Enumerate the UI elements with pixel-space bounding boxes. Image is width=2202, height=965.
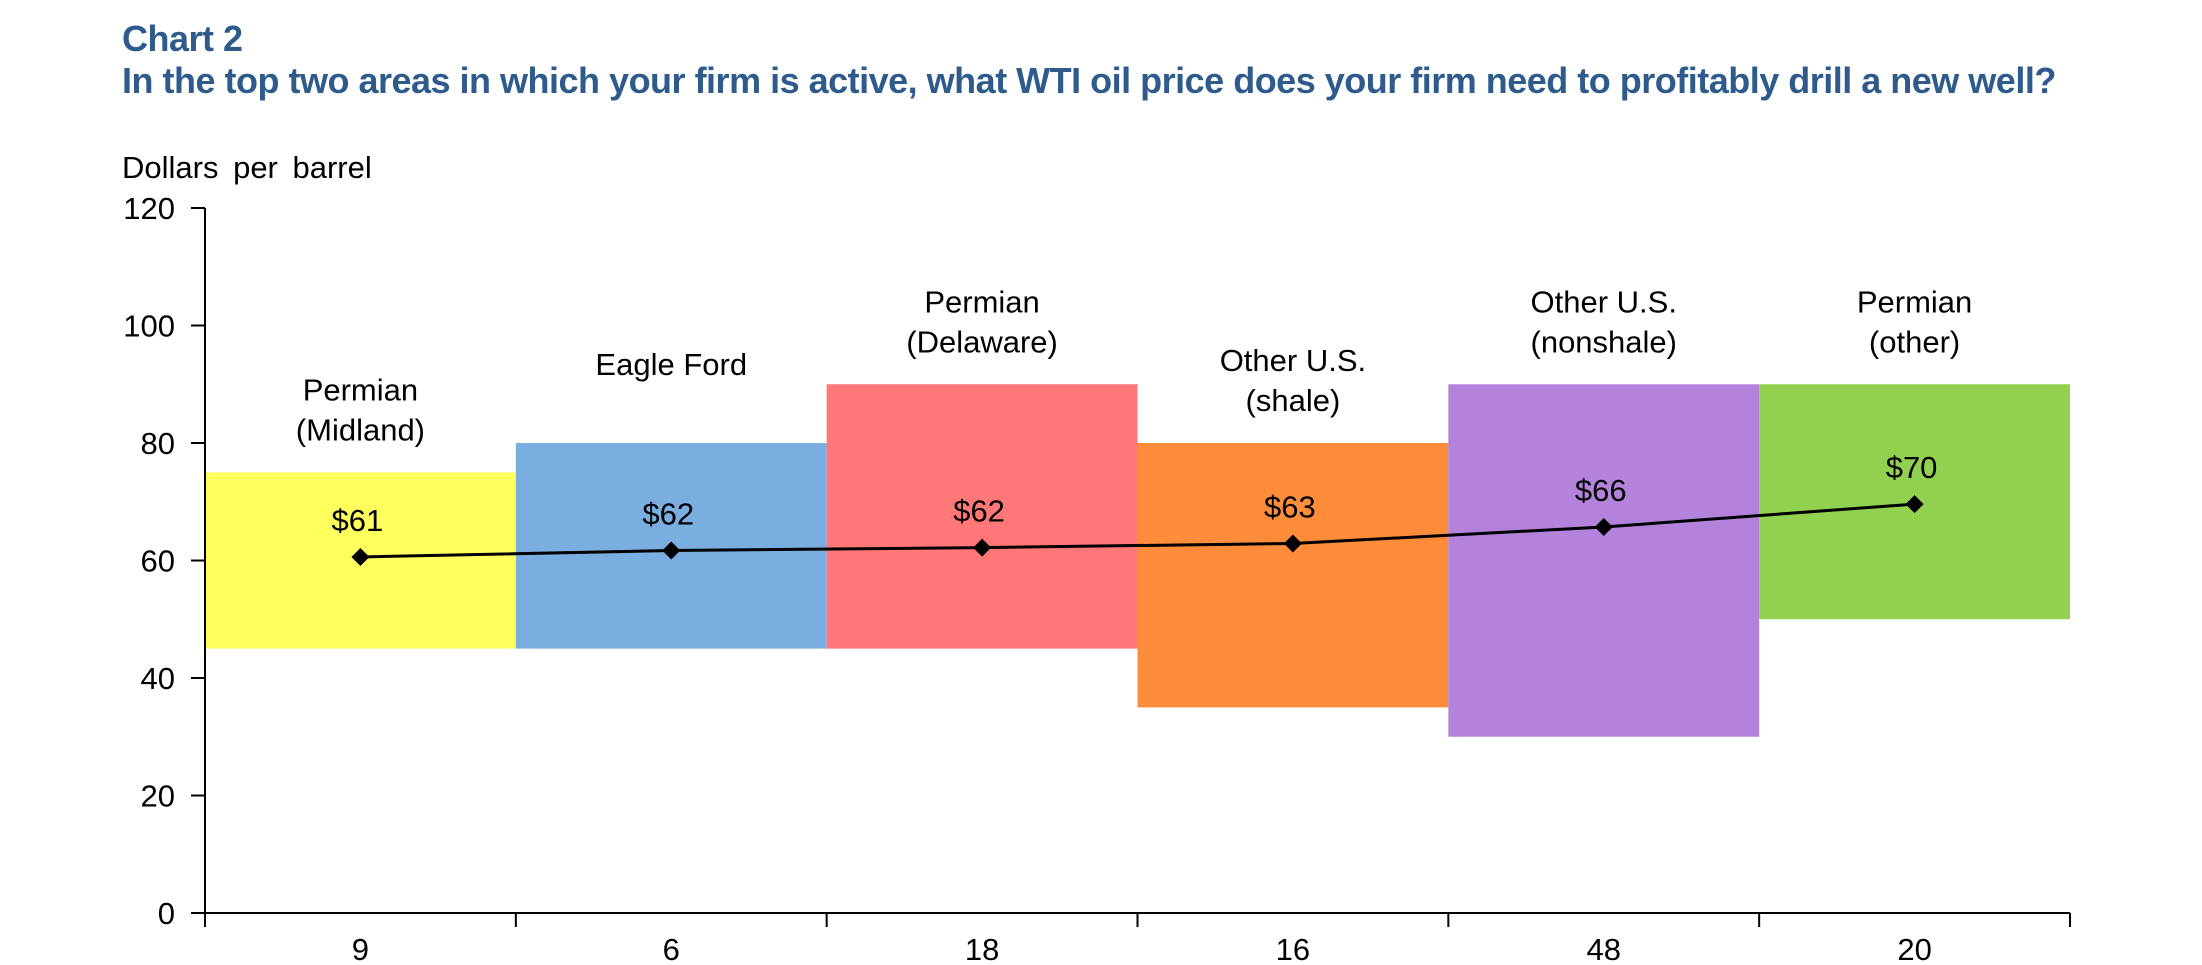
data-label: $62 [642, 497, 694, 532]
category-label: (Delaware) [906, 324, 1058, 359]
range-bar [826, 384, 1138, 649]
x-tick-label: 9 [352, 932, 369, 965]
x-tick-label: 48 [1587, 932, 1621, 965]
title-block: Chart 2 In the top two areas in which yo… [122, 18, 2122, 102]
data-label: $63 [1264, 489, 1316, 524]
category-label: Permian [1857, 284, 1972, 319]
data-label: $70 [1886, 450, 1938, 485]
category-label: (nonshale) [1531, 324, 1677, 359]
category-label: (other) [1869, 324, 1960, 359]
average-point [351, 547, 370, 566]
x-tick-label: 16 [1276, 932, 1310, 965]
category-label: Permian [303, 372, 418, 407]
category-label: Eagle Ford [595, 347, 747, 382]
range-bar [1448, 384, 1760, 737]
x-tick-label: 6 [663, 932, 680, 965]
category-label: (Midland) [296, 412, 425, 447]
y-tick-label: 0 [158, 896, 175, 931]
y-tick-label: 80 [141, 426, 175, 461]
y-tick-label: 40 [141, 661, 175, 696]
chart-title: In the top two areas in which your firm … [122, 60, 2056, 101]
average-point [973, 538, 992, 557]
category-label: Other U.S. [1220, 343, 1366, 378]
average-point [1283, 534, 1302, 553]
y-tick-label: 60 [141, 544, 175, 579]
category-label: (shale) [1246, 383, 1341, 418]
category-label: Permian [924, 284, 1039, 319]
average-point [662, 541, 681, 560]
range-bar [1137, 443, 1449, 708]
data-label: $61 [332, 503, 384, 538]
data-label: $66 [1575, 473, 1627, 508]
y-tick-label: 120 [123, 191, 175, 226]
y-tick-label: 100 [123, 309, 175, 344]
average-line [360, 502, 1915, 559]
x-tick-label: 20 [1897, 932, 1931, 965]
average-point [1594, 518, 1613, 537]
y-axis-label: Dollars per barrel [122, 150, 372, 185]
data-label: $62 [953, 494, 1005, 529]
y-tick-label: 20 [141, 779, 175, 814]
average-point [1905, 495, 1924, 514]
chart-label: Chart 2 [122, 18, 243, 59]
category-label: Other U.S. [1531, 284, 1677, 319]
x-tick-label: 18 [965, 932, 999, 965]
